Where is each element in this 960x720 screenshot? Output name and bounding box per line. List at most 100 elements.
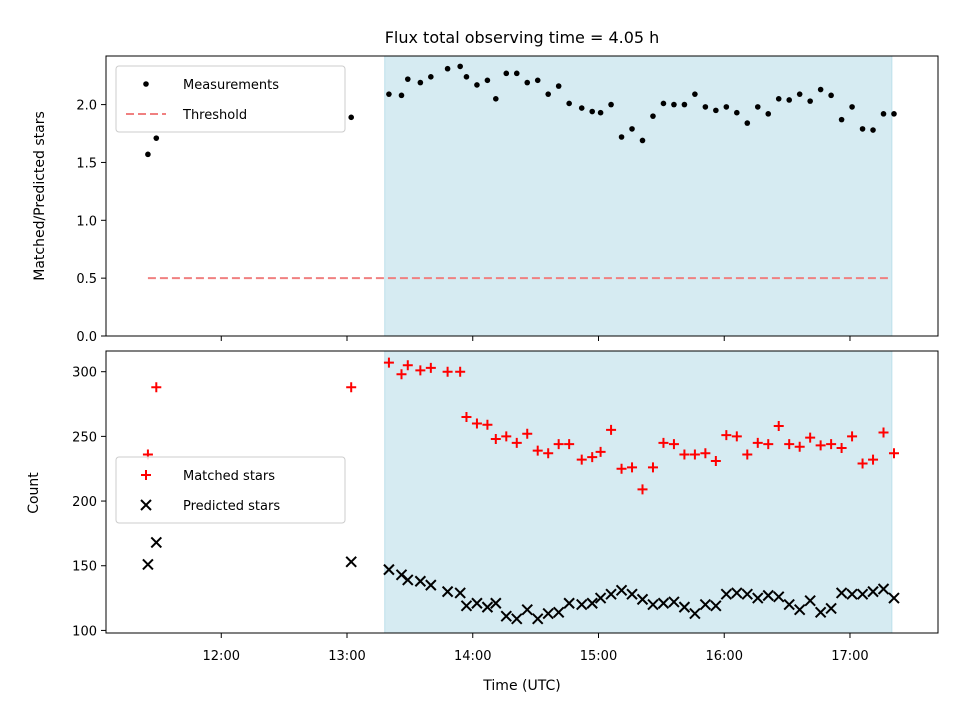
x-tick-label: 17:00 (831, 649, 868, 664)
matched-star-point (721, 430, 732, 441)
matched-star-point (826, 439, 837, 450)
measurement-point (639, 137, 646, 144)
predicted-star-point (345, 556, 357, 568)
y-tick-label: 300 (72, 366, 97, 381)
predicted-star-point (460, 600, 473, 612)
bottom-panel: 100 150 200 250 300 12:00 13:00 14:00 15:00 16:00… (26, 350, 939, 694)
measurement-point (618, 134, 625, 140)
matched-star-point (763, 439, 774, 450)
matched-star-point (868, 454, 879, 465)
measurement-point (734, 109, 740, 116)
measurement-point (153, 135, 160, 141)
matched-star-point (742, 449, 753, 460)
matched-star-point (637, 484, 648, 495)
measurement-point (859, 126, 866, 132)
measurement-point (713, 107, 719, 114)
top-panel: 0.0 0.5 1.0 1.5 2.0 Flux total observing tim… (32, 28, 939, 345)
predicted-star-point (689, 607, 701, 620)
measurement-point (484, 77, 491, 84)
observing-time-span (384, 350, 893, 634)
measurement-point (723, 104, 730, 110)
bottom-y-axis-label: Count (26, 472, 42, 514)
matched-star-point (595, 446, 606, 457)
measurement-point (145, 151, 151, 158)
bottom-ticks: 100 150 200 250 300 12:00 13:00 14:00 15:00 16:00… (72, 366, 869, 664)
top-ticks: 0.0 0.5 1.0 1.5 2.0 (76, 99, 851, 345)
bottom-marks (142, 357, 900, 625)
predicted-star-point (793, 604, 806, 616)
matched-star-point (888, 448, 899, 459)
measurement-point (566, 100, 572, 107)
measurement-point (765, 111, 772, 117)
matched-star-point (442, 366, 453, 377)
predicted-star-point (425, 579, 437, 591)
measurement-point (692, 91, 698, 97)
matched-star-point (752, 437, 763, 448)
matched-star-point (700, 448, 711, 459)
y-tick-label: 200 (72, 495, 97, 510)
predicted-star-point (773, 591, 785, 603)
predicted-star-point (542, 607, 554, 620)
measurement-point (849, 104, 855, 110)
predicted-star-point (825, 602, 837, 615)
measurement-point (754, 104, 761, 110)
measurement-point (828, 92, 834, 99)
measurement-point (838, 116, 845, 123)
predicted-star-point (626, 588, 638, 600)
measurement-point (493, 96, 499, 102)
matched-star-point (647, 462, 658, 473)
matched-star-point (553, 439, 564, 450)
measurement-point (807, 98, 813, 104)
predicted-star-point (720, 588, 733, 600)
x-axis-label: Time (UTC) (482, 678, 560, 694)
legend-measurement-swatch (143, 81, 149, 87)
legend-box (115, 456, 346, 524)
measurement-point (775, 96, 782, 102)
predicted-star-point (383, 563, 395, 576)
predicted-star-point (150, 536, 163, 549)
measurement-point (444, 65, 451, 72)
matched-star-point (710, 455, 721, 466)
predicted-star-point (867, 585, 879, 598)
measurement-point (578, 105, 585, 111)
matched-star-point (815, 440, 826, 451)
y-tick-label: 250 (72, 430, 97, 445)
measurement-point (474, 82, 480, 88)
measurement-point (386, 91, 392, 97)
x-tick-label: 15:00 (580, 649, 617, 664)
predicted-star-point (741, 588, 753, 600)
predicted-star-point (804, 594, 816, 607)
top-marks (145, 63, 897, 280)
predicted-star-point (636, 593, 649, 606)
predicted-star-point (511, 613, 523, 625)
matched-star-point (346, 382, 357, 393)
matched-star-point (679, 449, 690, 460)
matched-star-point (576, 454, 587, 465)
predicted-star-point (586, 597, 598, 609)
predicted-star-point (846, 588, 858, 600)
legend-label: Threshold (182, 108, 247, 123)
measurement-point (629, 126, 635, 132)
measurement-point (463, 74, 470, 80)
top-legend: Measurements Threshold (115, 65, 346, 133)
predicted-star-point (605, 588, 617, 600)
measurement-point (660, 100, 667, 107)
matched-star-point (543, 448, 554, 459)
matched-star-point (425, 362, 436, 373)
legend-matched-swatch (141, 470, 151, 480)
predicted-star-point (710, 600, 722, 612)
matched-star-point (396, 369, 407, 380)
matched-star-point (658, 437, 669, 448)
measurement-point (681, 101, 688, 108)
measurement-point (555, 83, 562, 89)
measurement-point (702, 104, 709, 110)
measurement-point (428, 74, 434, 80)
y-tick-label: 0.5 (76, 272, 97, 287)
matched-star-point (731, 431, 742, 442)
predicted-star-point (615, 584, 628, 597)
matched-star-point (471, 418, 482, 429)
measurement-point (891, 111, 897, 117)
measurement-point (589, 108, 596, 115)
x-tick-label: 14:00 (454, 649, 491, 664)
